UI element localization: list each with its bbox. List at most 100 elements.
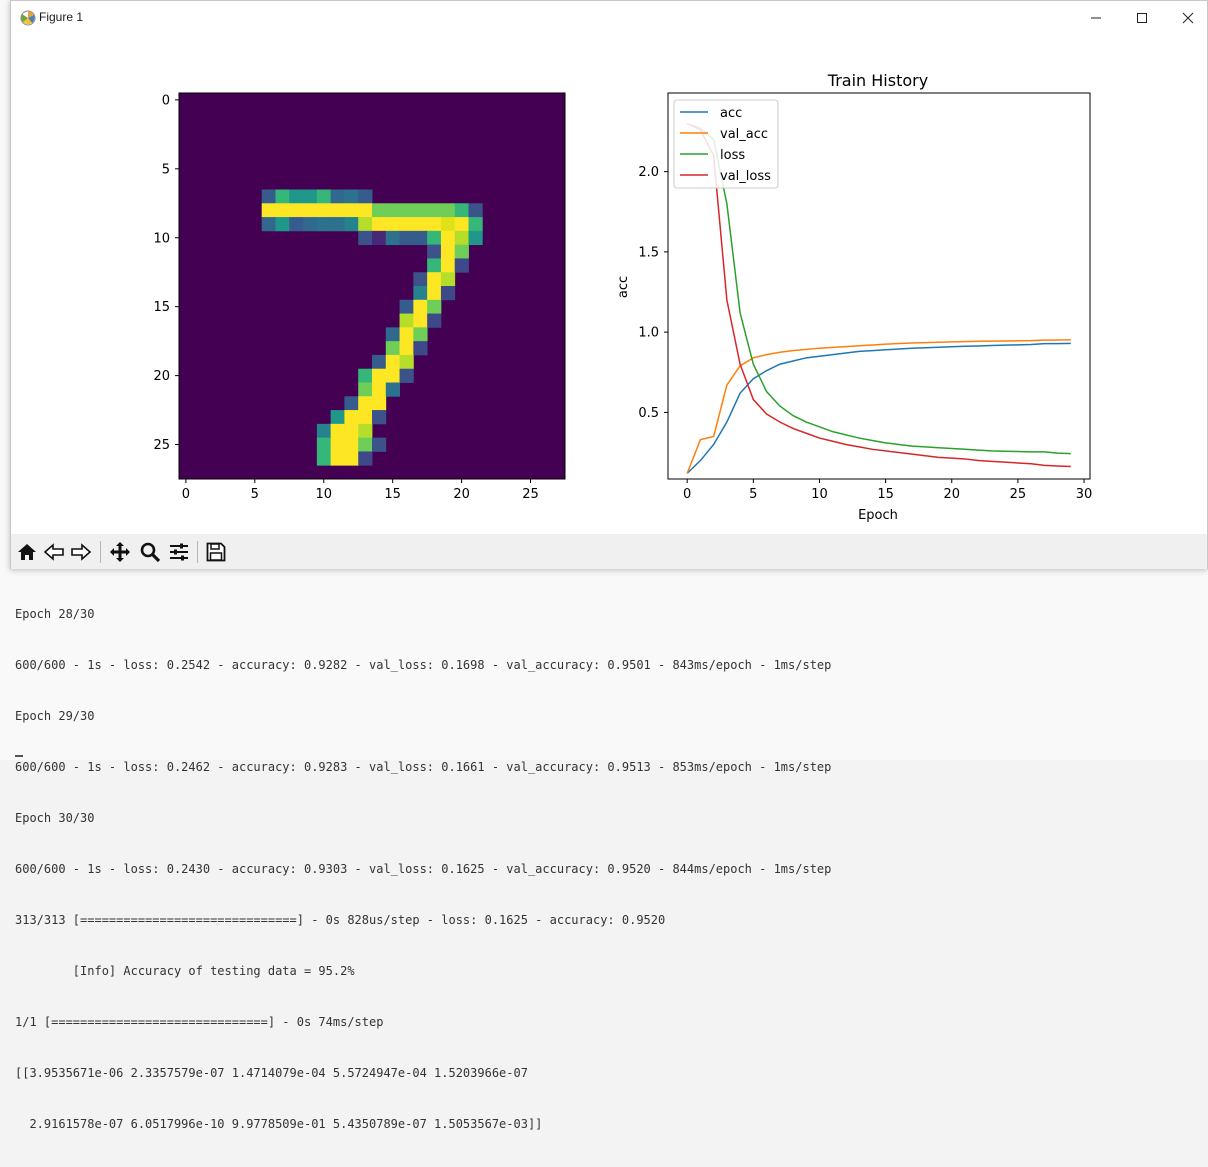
terminal-output: Epoch 28/30 600/600 - 1s - loss: 0.2542 … xyxy=(15,572,831,1167)
minimize-button[interactable] xyxy=(1073,1,1119,34)
toolbar-separator xyxy=(197,541,198,563)
image-pixel xyxy=(413,313,428,328)
y-tick-label: 2.0 xyxy=(638,165,659,180)
minimize-icon xyxy=(1091,17,1101,18)
terminal-line: Epoch 28/30 xyxy=(15,607,95,621)
image-pixel xyxy=(261,217,276,232)
pan-icon xyxy=(110,542,130,562)
image-pixel xyxy=(358,410,373,425)
image-pixel xyxy=(358,217,373,232)
terminal-line: [Info] Accuracy of testing data = 95.2% xyxy=(15,964,355,978)
image-pixel xyxy=(399,341,414,356)
image-pixel xyxy=(440,203,456,218)
image-pixel xyxy=(303,189,318,204)
image-pixel xyxy=(454,203,469,218)
image-pixel xyxy=(358,368,373,383)
terminal-line: 313/313 [==============================]… xyxy=(15,913,666,927)
series-line-loss xyxy=(686,122,1071,455)
legend-label-loss: loss xyxy=(720,148,745,163)
x-tick-label: 10 xyxy=(811,487,828,502)
save-button[interactable] xyxy=(203,539,229,565)
image-pixel xyxy=(440,286,456,301)
image-pixel xyxy=(289,189,304,204)
close-button[interactable] xyxy=(1165,1,1208,34)
forward-icon xyxy=(71,543,92,561)
terminal-line: Epoch 30/30 xyxy=(15,811,95,825)
y-tick-label: 25 xyxy=(153,438,170,453)
series-line-acc xyxy=(686,342,1071,474)
window-title: Figure 1 xyxy=(39,10,84,24)
image-frame xyxy=(178,92,566,480)
x-tick-label: 15 xyxy=(877,487,894,502)
image-pixel xyxy=(399,368,414,383)
image-pixel xyxy=(358,423,373,439)
matplotlib-icon xyxy=(20,10,36,26)
legend-box xyxy=(673,99,779,189)
maximize-button[interactable] xyxy=(1119,1,1165,34)
pan-button[interactable] xyxy=(107,539,133,565)
image-pixel xyxy=(372,368,387,383)
image-pixel xyxy=(385,217,400,232)
save-icon xyxy=(206,542,226,562)
train-history-chart: Train History Epoch acc 0 5 10 15 20 25 30 0.5 1… xyxy=(616,71,1092,523)
image-pixel xyxy=(344,203,359,218)
x-tick-label: 25 xyxy=(1010,487,1027,502)
terminal-line: [[3.9535671e-06 2.3357579e-07 1.4714079e… xyxy=(15,1066,528,1080)
image-pixel xyxy=(413,203,428,218)
image-pixel xyxy=(427,217,442,232)
image-pixel xyxy=(385,368,400,383)
image-pixel xyxy=(289,217,304,232)
image-pixel xyxy=(358,451,373,466)
configure-subplots-button[interactable] xyxy=(166,539,192,565)
y-tick-label: 15 xyxy=(153,300,170,315)
image-pixel xyxy=(358,189,373,204)
image-pixel xyxy=(275,217,290,232)
image-pixel xyxy=(372,410,387,425)
image-pixel xyxy=(316,203,332,218)
image-pixel xyxy=(399,217,414,232)
image-pixel xyxy=(454,258,469,273)
figure-canvas[interactable]: 0 5 10 15 20 25 0 5 10 15 20 25 Train History Epoch… xyxy=(11,34,1207,534)
image-pixel xyxy=(385,230,400,246)
image-pixel xyxy=(440,217,456,232)
image-pixel xyxy=(330,423,345,439)
image-pixel xyxy=(261,203,276,218)
zoom-button[interactable] xyxy=(137,539,163,565)
image-pixel xyxy=(413,299,428,314)
image-pixel xyxy=(427,244,442,259)
image-pixel xyxy=(399,230,414,246)
plot-frame xyxy=(667,92,1091,480)
toolbar-separator xyxy=(100,541,101,563)
image-pixel xyxy=(440,244,456,259)
chart-title: Train History xyxy=(827,71,928,90)
series-line-val-acc xyxy=(686,339,1071,474)
close-icon xyxy=(1182,12,1194,23)
x-tick-label: 10 xyxy=(315,487,332,502)
image-pixel xyxy=(344,410,359,425)
image-pixel xyxy=(316,217,332,232)
back-button[interactable] xyxy=(41,539,67,565)
image-pixel xyxy=(427,258,442,273)
image-pixel xyxy=(413,272,428,287)
home-button[interactable] xyxy=(14,539,40,565)
image-pixel xyxy=(454,244,469,259)
y-tick-label: 1.5 xyxy=(638,245,659,260)
image-pixel xyxy=(316,451,332,466)
x-tick-label: 30 xyxy=(1076,487,1093,502)
terminal-line: 600/600 - 1s - loss: 0.2542 - accuracy: … xyxy=(15,658,832,672)
image-pixel xyxy=(316,189,332,204)
terminal-line: Epoch 29/30 xyxy=(15,709,95,723)
forward-button[interactable] xyxy=(68,539,94,565)
image-pixel xyxy=(372,203,387,218)
image-pixel xyxy=(468,203,483,218)
image-pixel xyxy=(385,382,400,397)
title-bar[interactable]: Figure 1 xyxy=(11,1,1207,34)
image-pixel xyxy=(413,286,428,301)
image-pixel xyxy=(372,382,387,397)
image-pixel xyxy=(440,272,456,287)
image-pixel xyxy=(385,203,400,218)
image-pixel xyxy=(303,217,318,232)
x-tick-label: 20 xyxy=(453,487,470,502)
image-pixel xyxy=(330,203,345,218)
